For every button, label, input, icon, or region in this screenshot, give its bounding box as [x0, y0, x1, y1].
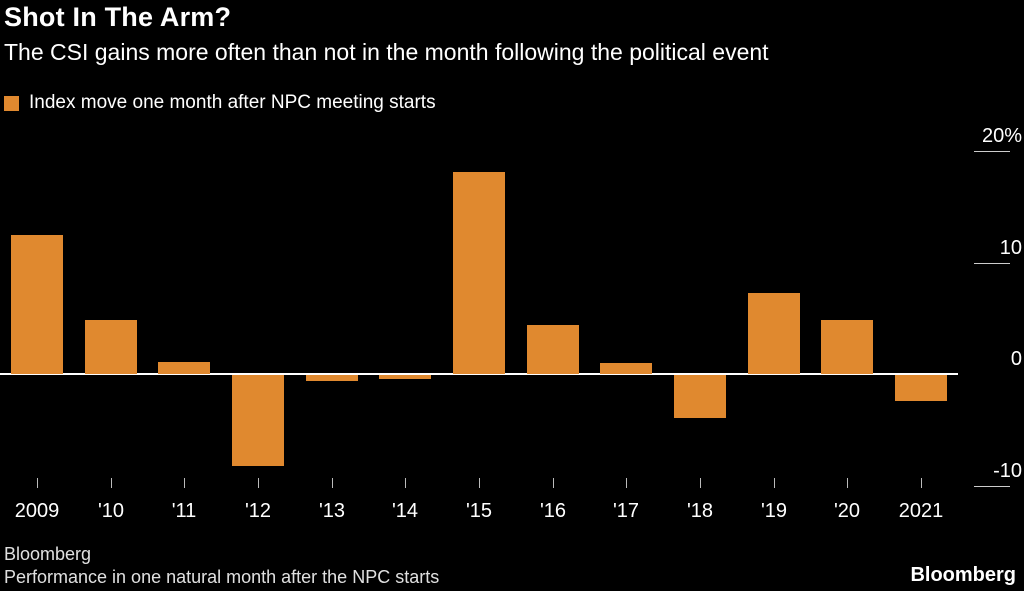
bar-11: [158, 362, 210, 374]
x-axis-label: '10: [97, 500, 125, 522]
source-line: Bloomberg: [4, 544, 92, 564]
bar-17: [600, 363, 652, 374]
zero-axis-line: [0, 373, 958, 375]
x-tick-line: [774, 478, 775, 488]
x-tick-line: [553, 478, 554, 488]
bar-20: [821, 320, 873, 374]
x-axis-label: '18: [686, 500, 714, 522]
y-axis-label: 0: [1010, 348, 1022, 370]
x-tick-line: [626, 478, 627, 488]
y-tick-line: [974, 151, 1010, 152]
x-tick-line: [700, 478, 701, 488]
x-axis-label: '11: [171, 500, 197, 522]
bar-13: [306, 375, 358, 381]
x-tick-line: [184, 478, 185, 488]
y-axis-label: 10: [999, 236, 1022, 259]
x-tick-line: [332, 478, 333, 488]
x-axis-label: '12: [244, 500, 272, 522]
footnote-line: Performance in one natural month after t…: [4, 567, 440, 587]
x-tick-line: [405, 478, 406, 488]
x-tick-line: [258, 478, 259, 488]
x-axis-label: '14: [391, 500, 419, 522]
x-tick-line: [479, 478, 480, 488]
bar-19: [748, 293, 800, 374]
x-tick-line: [847, 478, 848, 488]
x-axis-label: 2009: [14, 500, 60, 522]
y-tick-line: [974, 262, 1010, 264]
x-tick-line: [37, 478, 38, 488]
chart-header: Shot In The Arm? The CSI gains more ofte…: [4, 0, 1020, 66]
x-axis-label: '16: [539, 500, 567, 522]
x-tick-line: [921, 478, 922, 488]
chart-title: Shot In The Arm?: [4, 2, 232, 32]
bar-12: [232, 375, 284, 466]
x-axis-label: '13: [318, 500, 346, 522]
y-tick-line: [974, 485, 1010, 487]
chart-footer: Bloomberg Performance in one natural mon…: [4, 543, 439, 589]
x-axis-label: '20: [833, 500, 861, 522]
x-axis-label: '17: [612, 500, 640, 522]
legend-swatch-icon: [4, 95, 19, 111]
bloomberg-logo: Bloomberg: [910, 564, 1016, 586]
chart-legend: Index move one month after NPC meeting s…: [4, 92, 436, 114]
x-tick-line: [111, 478, 112, 488]
bar-16: [527, 325, 579, 374]
bar-18: [674, 375, 726, 418]
x-axis-label: '19: [760, 500, 788, 522]
bar-10: [85, 320, 137, 374]
chart-subtitle: The CSI gains more often than not in the…: [4, 39, 769, 65]
y-axis-label: -10: [993, 459, 1022, 482]
bar-14: [379, 375, 431, 379]
x-axis-label: '15: [465, 500, 493, 522]
y-axis-label: 20%: [981, 125, 1022, 147]
bar-15: [453, 172, 505, 374]
bar-2009: [11, 235, 63, 374]
bar-2021: [895, 375, 947, 401]
x-axis-label: 2021: [898, 500, 944, 522]
legend-label: Index move one month after NPC meeting s…: [29, 92, 436, 113]
